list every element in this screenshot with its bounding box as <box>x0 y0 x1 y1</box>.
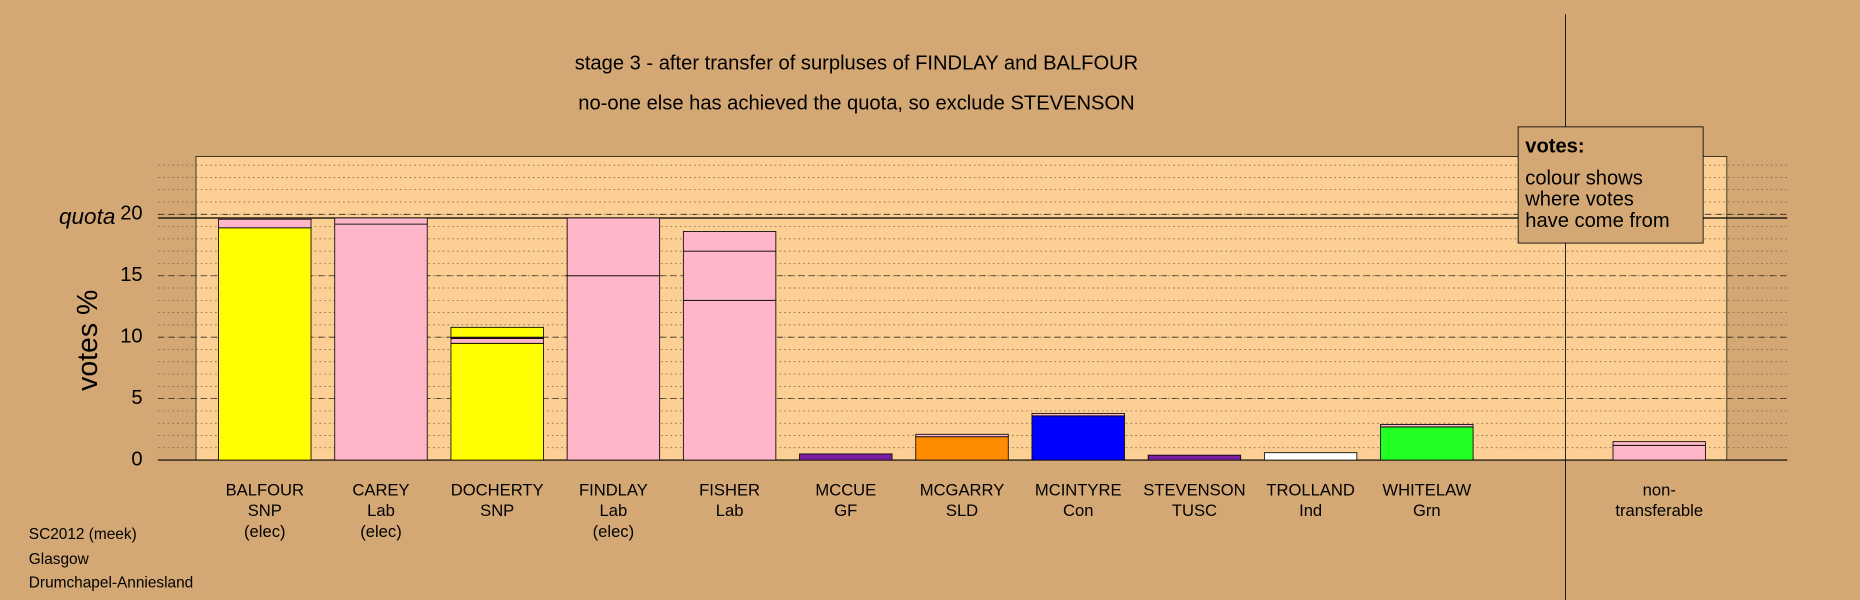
bar-segment <box>1612 441 1706 446</box>
x-tick-label: Lab <box>367 501 395 520</box>
bar-segment <box>915 433 1009 438</box>
y-tick-label: 10 <box>120 326 142 348</box>
legend-text: have come from <box>1525 210 1669 232</box>
x-tick-label: BALFOUR <box>226 480 304 499</box>
x-tick-label: SNP <box>480 501 514 520</box>
x-tick-label: Ind <box>1299 501 1322 520</box>
x-tick-label: SLD <box>946 501 978 520</box>
x-tick-label: transferable <box>1615 501 1703 520</box>
x-tick-label: SNP <box>248 501 282 520</box>
x-tick-label: non- <box>1643 480 1676 499</box>
x-tick-label: Lab <box>716 501 744 520</box>
bar-segment <box>218 227 312 461</box>
footer-text: Glasgow <box>29 551 90 568</box>
footer-text: Drumchapel-Anniesland <box>29 574 193 591</box>
legend-box <box>1517 126 1704 244</box>
bar-segment <box>1147 454 1242 461</box>
legend: votes: colour shows where votes have com… <box>1517 126 1704 244</box>
grid <box>158 164 1788 461</box>
bar-segment <box>682 231 777 252</box>
x-tick-label: GF <box>834 501 857 520</box>
quota-label: quota <box>59 204 115 229</box>
x-tick-label: MCGARRY <box>920 480 1005 499</box>
footer-text: SC2012 (meek) <box>29 526 137 543</box>
x-tick-label: MCCUE <box>815 480 876 499</box>
bar-segment <box>334 223 428 461</box>
x-tick-label: STEVENSON <box>1143 480 1245 499</box>
x-tick-label: Lab <box>600 501 628 520</box>
chart-title: stage 3 - after transfer of surpluses of… <box>575 52 1138 74</box>
legend-text: where votes <box>1524 189 1634 211</box>
x-tick-label: (elec) <box>593 522 635 541</box>
x-tick-label: CAREY <box>352 480 409 499</box>
bar-segment <box>1380 426 1474 461</box>
bar-segment <box>915 436 1009 461</box>
bar-segment <box>1031 412 1125 417</box>
x-tick-label: DOCHERTY <box>451 480 544 499</box>
bar-segment <box>334 217 428 225</box>
x-tick-label: FINDLAY <box>579 480 648 499</box>
legend-title: votes: <box>1525 135 1584 157</box>
bar-segment <box>218 218 312 229</box>
x-tick-label: TUSC <box>1172 501 1217 520</box>
marks <box>218 217 1706 461</box>
x-tick-label: FISHER <box>699 480 760 499</box>
y-tick-label: 5 <box>131 387 142 409</box>
x-tick-label: (elec) <box>360 522 402 541</box>
y-axis-label: votes % <box>72 290 104 391</box>
legend-text: colour shows <box>1525 167 1643 189</box>
bar-segment <box>1263 452 1358 461</box>
x-tick-label: WHITELAW <box>1382 480 1471 499</box>
bar-segment <box>799 453 893 461</box>
x-tick-label: MCINTYRE <box>1035 480 1122 499</box>
x-tick-label: Grn <box>1413 501 1441 520</box>
bar-segment <box>682 250 777 301</box>
bar-segment <box>566 275 661 461</box>
bar-segment <box>1031 415 1125 461</box>
bar-segment <box>1612 444 1706 461</box>
bar-segment <box>450 342 544 461</box>
y-tick-label: 15 <box>120 264 142 286</box>
x-tick-label: (elec) <box>244 522 286 541</box>
y-tick-label: 0 <box>131 448 142 470</box>
x-tick-label: TROLLAND <box>1266 480 1355 499</box>
bar-segment <box>1380 424 1474 428</box>
bar-segment <box>682 299 777 461</box>
y-tick-label: 20 <box>120 203 142 225</box>
x-tick-label: Con <box>1063 501 1093 520</box>
chart-subtitle: no-one else has achieved the quota, so e… <box>578 93 1134 115</box>
bar-segment <box>450 337 544 344</box>
bar-segment <box>450 326 544 338</box>
bar-segment <box>566 217 661 277</box>
